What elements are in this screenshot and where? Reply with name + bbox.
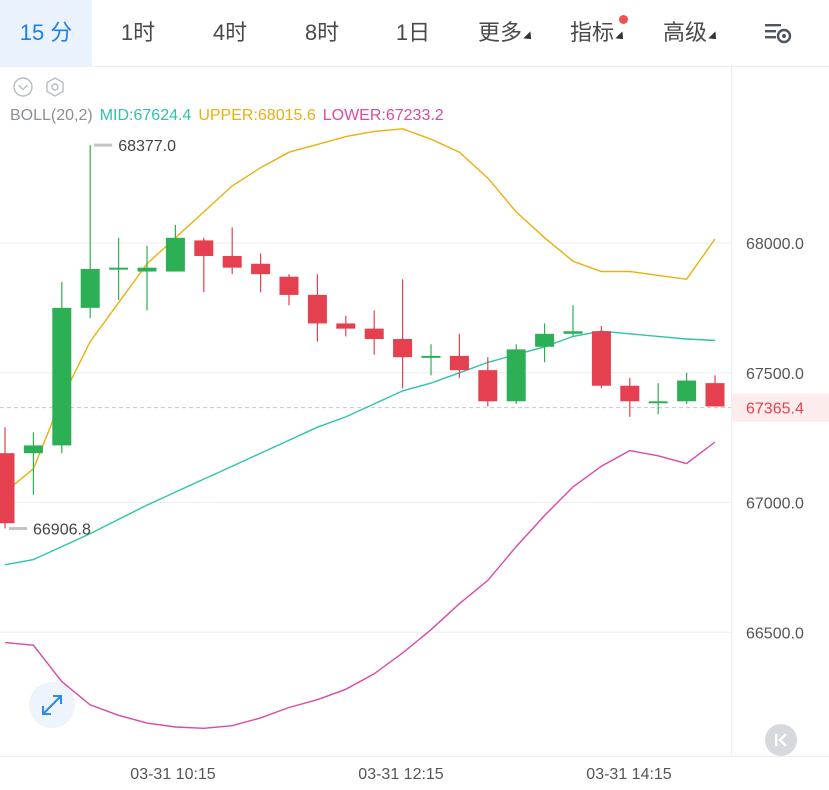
tab-1d[interactable]: 1日 — [395, 20, 431, 45]
candle-body — [307, 294, 327, 324]
boll-lines — [4, 128, 716, 730]
x-tick-label: 03-31 14:15 — [586, 766, 672, 783]
tab-4h[interactable]: 4时 — [212, 20, 248, 45]
candle-body — [393, 339, 413, 358]
expand-icon — [42, 695, 62, 715]
tab-advanced-label: 高级 — [662, 20, 707, 45]
tab-8h[interactable]: 8时 — [304, 20, 340, 45]
boll-lower-line — [4, 441, 716, 730]
candle-body — [591, 331, 611, 386]
boll-lower: LOWER:67233.2 — [322, 107, 444, 124]
candle-body — [0, 453, 15, 524]
candle-body — [648, 401, 668, 404]
x-tick-label: 03-31 12:15 — [358, 766, 444, 783]
candle-body — [165, 237, 185, 272]
candle-body — [23, 445, 43, 454]
candle-body — [535, 333, 555, 347]
boll-upper-line — [4, 128, 716, 493]
candle-body — [109, 267, 129, 270]
boll-mid: MID:67624.4 — [99, 107, 192, 124]
notification-dot-icon — [619, 15, 628, 24]
tab-indicators[interactable]: 指标 — [562, 0, 634, 66]
tab-1h[interactable]: 1时 — [120, 20, 156, 45]
candle-body — [336, 323, 356, 329]
candle-body — [563, 331, 583, 334]
candle-body — [705, 383, 725, 407]
chart-settings-icon[interactable] — [762, 18, 796, 48]
expand-chart-button[interactable] — [29, 682, 75, 728]
scroll-to-latest-button[interactable] — [765, 724, 797, 756]
candle-body — [137, 267, 157, 272]
candle-body — [364, 328, 384, 340]
x-tick-label: 03-31 10:15 — [130, 766, 216, 783]
candles — [0, 145, 725, 529]
candle-body — [449, 355, 469, 371]
grid-lines — [0, 242, 731, 633]
candle-body — [194, 240, 214, 256]
tab-indicators-label: 指标 — [569, 20, 614, 45]
candle-body — [506, 349, 526, 402]
candle-body — [620, 385, 640, 402]
candle-body — [677, 380, 697, 402]
y-tick-label: 66500.0 — [746, 625, 804, 642]
candle-body — [421, 355, 441, 358]
y-tick-label: 67000.0 — [746, 496, 804, 513]
tab-15m[interactable]: 15 分 — [0, 0, 92, 66]
tab-more[interactable]: 更多 — [470, 0, 542, 66]
candle-body — [279, 276, 299, 295]
current-price-label: 67365.4 — [746, 401, 804, 418]
chart-labels: 68000.0 67500.0 67000.0 66500.0 03-31 10:15 0… — [9, 138, 829, 783]
hexagon-settings-icon[interactable] — [46, 77, 64, 97]
toolbar-divider — [0, 66, 829, 67]
current-price-badge — [732, 393, 829, 422]
candle-body — [251, 263, 271, 275]
boll-name: BOLL(20,2) — [10, 107, 93, 124]
boll-upper: UPPER:68015.6 — [198, 107, 316, 124]
time-axis-divider — [0, 756, 829, 757]
indicator-controls — [12, 76, 72, 103]
timeframe-toolbar: 15 分 1时 4时 8时 1日 更多 指标 高级 — [0, 0, 829, 66]
boll-legend: BOLL(20,2) MID:67624.4 UPPER:68015.6 LOWER:… — [10, 107, 451, 125]
y-tick-label: 68000.0 — [746, 236, 804, 253]
candle-body — [80, 268, 100, 308]
candle-body — [52, 307, 72, 446]
candle-body — [478, 370, 498, 402]
eye-check-icon[interactable] — [13, 77, 33, 97]
low-price-label: 66906.8 — [33, 521, 91, 538]
jump-to-latest-icon — [775, 733, 787, 747]
y-tick-label: 67500.0 — [746, 366, 804, 383]
candle-body — [222, 255, 242, 268]
tab-advanced[interactable]: 高级 — [655, 0, 727, 66]
price-axis-divider — [731, 66, 732, 756]
tab-more-label: 更多 — [477, 20, 522, 45]
high-price-label: 68377.0 — [118, 138, 176, 155]
